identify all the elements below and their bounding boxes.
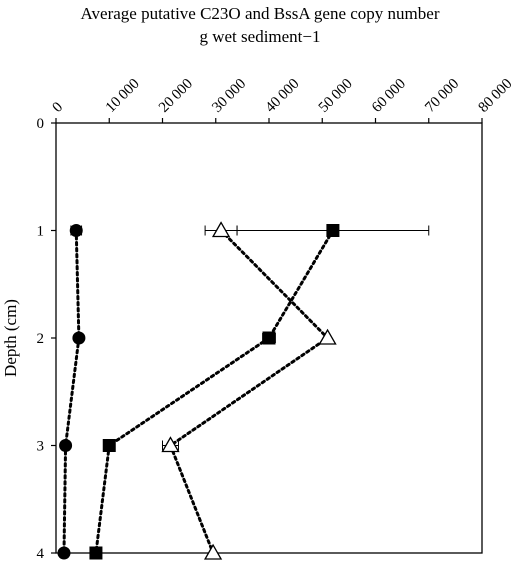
y-axis: 0 1 2 3 4 [37, 116, 56, 562]
series-line [94, 229, 335, 555]
series-line [168, 229, 330, 555]
y-axis-label: Depth (cm) [1, 299, 20, 377]
y-tick-label: 3 [37, 439, 45, 455]
data-point-circle [72, 331, 86, 345]
data-point-square [326, 224, 340, 237]
y-tick-label: 0 [37, 116, 45, 132]
x-axis: 0 10 000 20 000 30 000 40 000 50 000 60 000 70 … [50, 76, 516, 123]
data-point-triangle [203, 543, 223, 560]
series-filled-square [89, 224, 430, 560]
data-point-square [102, 439, 116, 452]
chart-title: Average putative C23O and BssA gene copy… [80, 4, 440, 23]
chart-title-units: g wet sediment−1 [199, 27, 321, 46]
data-point-triangle [318, 328, 337, 345]
y-tick-label: 4 [37, 546, 45, 562]
data-point-circle [59, 439, 73, 452]
data-point-square [262, 331, 276, 345]
data-point-triangle [161, 436, 180, 453]
data-point-circle [69, 224, 83, 237]
x-tick-label: 0 [50, 99, 67, 116]
x-tick-label: 40 000 [263, 76, 303, 116]
x-tick-label: 30 000 [209, 76, 249, 116]
x-tick-label: 60 000 [369, 76, 409, 116]
data-point-square [89, 546, 103, 560]
y-tick-label: 1 [37, 224, 45, 240]
x-tick-label: 10 000 [103, 76, 143, 116]
series-open-triangle [161, 221, 337, 560]
x-tick-label: 70 000 [422, 76, 462, 116]
x-tick-label: 50 000 [316, 76, 356, 116]
x-tick-label: 20 000 [156, 76, 196, 116]
data-point-triangle [211, 221, 231, 238]
series-line [62, 229, 81, 555]
series-filled-circle [57, 224, 86, 560]
data-point-circle [57, 546, 71, 560]
y-tick-label: 2 [37, 331, 45, 347]
x-tick-label: 80 000 [476, 76, 516, 116]
data-series [57, 221, 430, 560]
